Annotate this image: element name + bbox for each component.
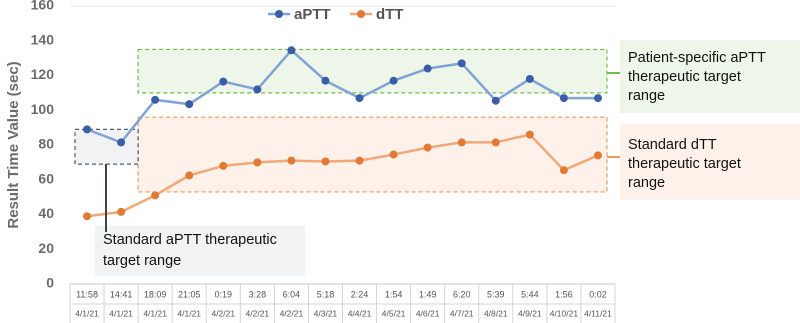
legend-label: aPTT <box>294 6 331 23</box>
data-point <box>321 157 330 166</box>
data-point <box>457 138 466 147</box>
data-point <box>287 46 296 55</box>
data-point <box>219 161 228 170</box>
y-tick-label: 120 <box>31 66 55 82</box>
data-point <box>253 158 262 167</box>
annotation-box <box>95 226 305 276</box>
y-axis-label: Result Time Value (sec) <box>5 61 22 228</box>
annotation-text: therapeutic target <box>628 69 741 85</box>
x-tick-label: 0:02 <box>589 289 607 299</box>
x-tick-date: 4/8/21 <box>484 308 508 318</box>
data-point <box>117 207 126 216</box>
data-point <box>253 85 262 94</box>
data-point <box>185 100 194 109</box>
x-tick-label: 6:04 <box>283 289 301 299</box>
data-point <box>151 191 160 200</box>
x-tick-label: 0:19 <box>215 289 233 299</box>
annotation-box <box>620 40 800 113</box>
x-tick-label: 1:49 <box>419 289 437 299</box>
data-point <box>491 96 500 105</box>
data-point <box>117 138 126 147</box>
data-point <box>389 76 398 85</box>
data-point <box>593 94 602 103</box>
x-tick-date: 4/4/21 <box>348 308 372 318</box>
x-tick-label: 18:09 <box>144 289 167 299</box>
data-point <box>321 76 330 85</box>
data-point <box>457 59 466 68</box>
x-tick-date: 4/2/21 <box>280 308 304 318</box>
x-tick-date: 4/1/21 <box>109 308 133 318</box>
x-tick-date: 4/11/21 <box>584 308 612 318</box>
data-point <box>491 138 500 147</box>
data-point <box>185 171 194 180</box>
y-tick-label: 60 <box>38 170 54 186</box>
y-tick-label: 140 <box>31 31 55 47</box>
x-tick-label: 2:24 <box>351 289 369 299</box>
y-tick-label: 160 <box>31 0 55 13</box>
target-range <box>137 48 608 94</box>
x-tick-label: 1:54 <box>385 289 403 299</box>
x-tick-label: 5:44 <box>521 289 539 299</box>
y-tick-label: 0 <box>46 275 54 291</box>
data-point <box>83 125 92 134</box>
x-tick-label: 6:20 <box>453 289 471 299</box>
y-tick-label: 100 <box>31 101 55 117</box>
x-tick-label: 5:18 <box>317 289 335 299</box>
x-tick-date: 4/3/21 <box>314 308 338 318</box>
x-tick-label: 14:41 <box>110 289 133 299</box>
x-tick-date: 4/1/21 <box>75 308 99 318</box>
target-range <box>137 116 608 193</box>
y-tick-label: 80 <box>38 136 54 152</box>
data-point <box>219 77 228 86</box>
annotation-text: therapeutic target <box>628 156 741 172</box>
data-point <box>389 150 398 159</box>
x-tick-date: 4/6/21 <box>416 308 440 318</box>
annotation-box <box>620 124 800 200</box>
series-line <box>86 48 598 144</box>
annotation-text: range <box>628 88 665 104</box>
data-point <box>151 95 160 104</box>
legend-marker <box>357 10 365 18</box>
data-point <box>355 94 364 103</box>
x-tick-date: 4/10/21 <box>550 308 579 318</box>
annotation-text: Standard aPTT therapeutic <box>103 232 277 248</box>
data-point <box>525 74 534 83</box>
legend-label: dTT <box>376 6 404 23</box>
annotation-text: Patient-specific aPTT <box>628 50 766 66</box>
annotation-text: target range <box>103 253 181 269</box>
x-tick-label: 5:39 <box>487 289 505 299</box>
x-tick-date: 4/5/21 <box>382 308 406 318</box>
data-point <box>355 156 364 165</box>
x-tick-label: 1:56 <box>555 289 573 299</box>
data-point <box>525 130 534 139</box>
data-point <box>423 143 432 152</box>
data-point <box>593 151 602 160</box>
data-point <box>559 94 568 103</box>
x-tick-date: 4/7/21 <box>450 308 474 318</box>
annotation-text: range <box>628 175 665 191</box>
legend-marker <box>275 10 283 18</box>
series-line <box>86 133 599 218</box>
x-tick-date: 4/2/21 <box>211 308 235 318</box>
x-tick-date: 4/1/21 <box>143 308 167 318</box>
x-tick-label: 11:58 <box>76 289 98 299</box>
y-tick-label: 20 <box>38 240 54 256</box>
x-tick-date: 4/9/21 <box>518 308 542 318</box>
data-point <box>559 166 568 175</box>
data-point <box>83 212 92 221</box>
x-tick-date: 4/1/21 <box>177 308 201 318</box>
annotation-text: Standard dTT <box>628 137 717 153</box>
x-tick-date: 4/2/21 <box>246 308 270 318</box>
data-point <box>287 156 296 165</box>
x-tick-label: 21:05 <box>178 289 201 299</box>
y-tick-label: 40 <box>38 205 54 221</box>
x-tick-label: 3:28 <box>249 289 267 299</box>
data-point <box>423 64 432 73</box>
